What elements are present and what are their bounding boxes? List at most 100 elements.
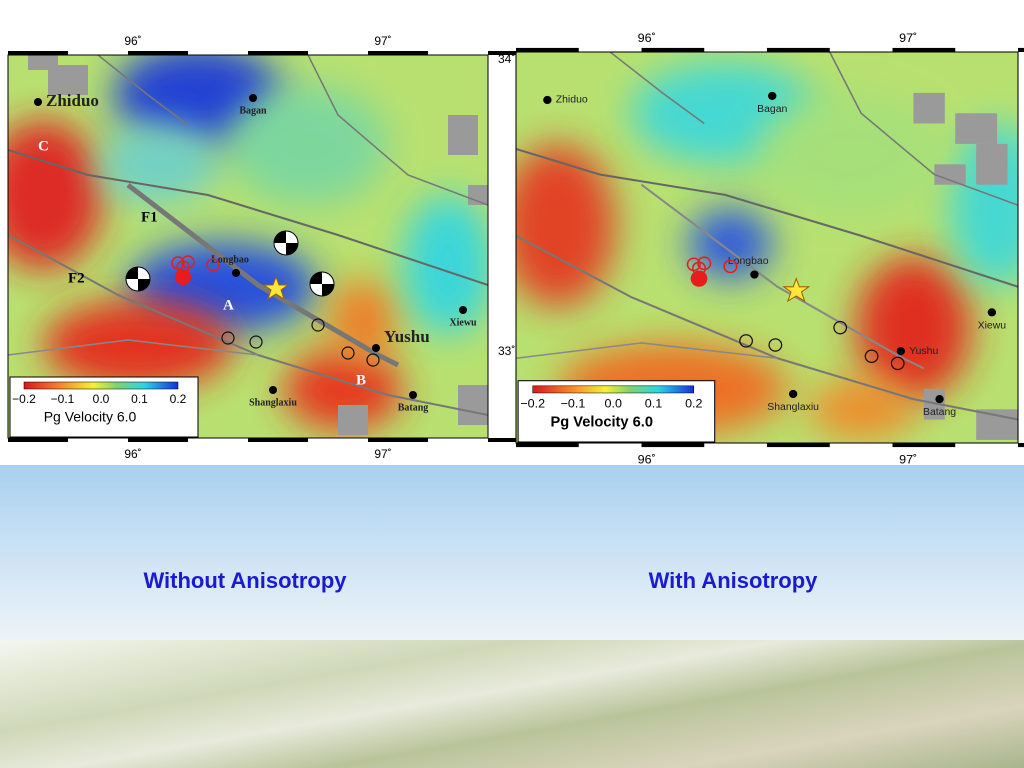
place-marker bbox=[788, 389, 798, 399]
map: 96˚ 96˚ 97˚ 97˚ 34˚ 33˚ Zhiduo Bagan Longbao Xiew… bbox=[7, 34, 548, 461]
frame-bar bbox=[767, 443, 830, 448]
colorbar-tick: −0.2 bbox=[520, 397, 545, 411]
mask-cell bbox=[338, 405, 368, 435]
frame-bar bbox=[128, 438, 188, 442]
aftershock bbox=[697, 256, 712, 271]
focal-mechanism bbox=[310, 272, 334, 296]
colorbar-tick: 0.0 bbox=[93, 392, 110, 406]
frame-bar bbox=[892, 443, 956, 448]
map: 96˚ 96˚ 97˚ 97˚ Zhiduo Bagan Longbao Xiewu Yushu… bbox=[515, 31, 1024, 465]
aftershock bbox=[341, 346, 355, 360]
lat-label: 34˚ bbox=[498, 52, 515, 66]
velocity-anomaly bbox=[808, 378, 914, 440]
frame-bar bbox=[516, 443, 579, 448]
aftershock bbox=[181, 255, 195, 269]
aftershock bbox=[311, 318, 325, 332]
aftershock bbox=[221, 331, 235, 345]
colorbar-tick: 0.1 bbox=[131, 392, 148, 406]
aftershock bbox=[249, 335, 263, 349]
velocity-anomaly bbox=[855, 256, 971, 400]
aftershock bbox=[366, 353, 380, 367]
lon-label: 97˚ bbox=[899, 31, 917, 45]
place-marker bbox=[34, 98, 42, 106]
place-label: Xiewu bbox=[449, 317, 477, 328]
colorbar: −0.2 −0.1 0.0 0.1 0.2 Pg Velocity 6.0 bbox=[9, 376, 199, 438]
velocity-anomaly bbox=[688, 208, 773, 280]
colorbar-tick: −0.1 bbox=[51, 392, 75, 406]
map-field bbox=[8, 55, 488, 438]
landscape-strip bbox=[0, 640, 1024, 768]
aftershock bbox=[690, 270, 708, 287]
aftershock bbox=[723, 259, 738, 274]
maps: 96˚ 96˚ 97˚ 97˚ 34˚ 33˚ Zhiduo Bagan Longbao Xiew… bbox=[7, 31, 1024, 465]
fault-line bbox=[307, 55, 488, 206]
place-label: Xiewu bbox=[978, 320, 1007, 331]
colorbar-scale bbox=[532, 385, 695, 394]
frame-bar bbox=[767, 47, 830, 52]
fault-line bbox=[97, 55, 189, 126]
focal-mechanism bbox=[274, 231, 298, 255]
focal-mechanism bbox=[126, 267, 150, 291]
frame-bar bbox=[368, 51, 428, 55]
frame-bar bbox=[368, 438, 428, 442]
velocity-anomaly bbox=[403, 195, 488, 335]
aftershock bbox=[864, 349, 879, 363]
mask-cell bbox=[934, 164, 966, 185]
place-marker bbox=[987, 308, 997, 317]
place-marker bbox=[409, 391, 417, 399]
mask-cell bbox=[976, 143, 1008, 185]
place-label: Longbao bbox=[728, 256, 769, 267]
place-label: Zhiduo bbox=[46, 91, 99, 110]
lon-label: 96˚ bbox=[124, 34, 141, 48]
epicentre bbox=[782, 277, 811, 303]
colorbar-tick: 0.0 bbox=[605, 397, 623, 411]
colorbar-tick: −0.2 bbox=[12, 392, 36, 406]
velocity-anomaly bbox=[756, 92, 945, 216]
frame-bar bbox=[248, 438, 308, 442]
lon-label: 96˚ bbox=[638, 31, 656, 45]
place-label: Shanglaxiu bbox=[767, 402, 819, 413]
fault-line bbox=[640, 183, 925, 370]
aftershock bbox=[206, 258, 220, 272]
velocity-anomaly bbox=[283, 350, 403, 430]
mask-cell bbox=[448, 115, 478, 155]
place-label: Bagan bbox=[757, 104, 787, 115]
colorbar-scale bbox=[23, 381, 179, 390]
lon-label: 97˚ bbox=[374, 34, 391, 48]
aftershock bbox=[686, 257, 701, 272]
aftershock bbox=[175, 269, 191, 285]
aftershock bbox=[171, 256, 185, 270]
colorbar-tick: 0.1 bbox=[645, 397, 663, 411]
fault-line bbox=[8, 149, 488, 286]
aftershock bbox=[890, 356, 905, 371]
caption: Without Anisotropy bbox=[143, 568, 347, 593]
fault-label: F1 bbox=[141, 209, 158, 225]
place-marker bbox=[543, 95, 552, 105]
lon-label: 96˚ bbox=[638, 453, 656, 465]
velocity-anomaly bbox=[516, 143, 616, 308]
place-label: Bagan bbox=[239, 105, 267, 116]
region-label: C bbox=[38, 138, 49, 154]
frame-bar bbox=[516, 47, 579, 52]
place-label: Shanglaxiu bbox=[249, 397, 297, 408]
frame-bar bbox=[128, 51, 188, 55]
caption: With Anisotropy bbox=[648, 568, 818, 593]
frame-bar bbox=[8, 438, 68, 442]
frame-bar bbox=[641, 47, 705, 52]
colorbar-tick: 0.2 bbox=[170, 392, 187, 406]
fault-line bbox=[516, 148, 1019, 288]
lon-label: 97˚ bbox=[374, 447, 391, 461]
mask-cell bbox=[458, 385, 488, 425]
fault-line bbox=[8, 339, 259, 356]
place-marker bbox=[232, 269, 240, 277]
colorbar-tick: −0.1 bbox=[561, 397, 586, 411]
place-marker bbox=[372, 344, 380, 352]
mask-cell bbox=[955, 113, 998, 144]
aftershock bbox=[739, 334, 753, 348]
velocity-anomaly bbox=[43, 300, 233, 390]
mask-cell bbox=[976, 409, 1018, 440]
lon-label: 96˚ bbox=[124, 447, 141, 461]
place-marker bbox=[269, 386, 277, 394]
epicentre bbox=[262, 275, 290, 301]
place-marker bbox=[768, 91, 777, 100]
